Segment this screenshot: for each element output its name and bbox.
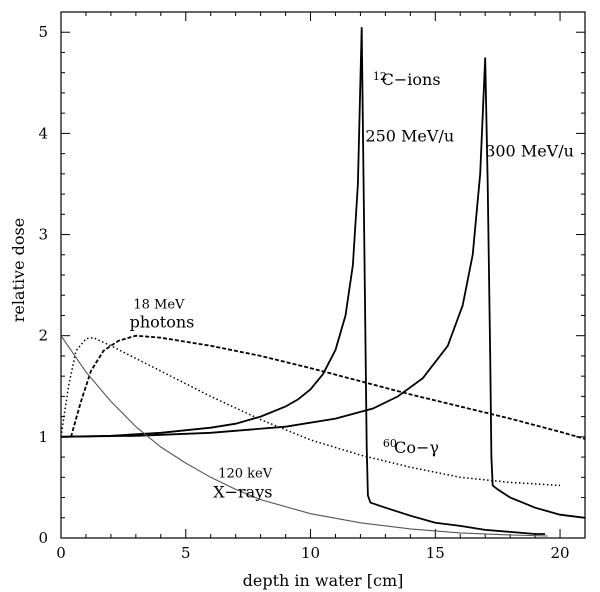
x-tick-label: 15 bbox=[426, 544, 445, 562]
annotation-photons: photons bbox=[130, 313, 195, 332]
plot-frame bbox=[60, 11, 586, 539]
y-tick-label: 2 bbox=[38, 327, 48, 345]
y-tick-label: 1 bbox=[38, 428, 48, 446]
xray-120kev-curve bbox=[60, 335, 548, 537]
annotation-c12-sup: 12 bbox=[373, 70, 387, 83]
y-axis-title: relative dose bbox=[9, 218, 28, 322]
y-tick-label: 3 bbox=[38, 226, 48, 244]
photon-18mev-curve bbox=[70, 334, 586, 440]
carbon-250-curve bbox=[60, 27, 546, 535]
x-axis-title: depth in water [cm] bbox=[243, 571, 404, 590]
y-tick-label: 0 bbox=[38, 529, 48, 547]
annotation-mev18: 18 MeV bbox=[133, 297, 185, 312]
annotation-kev120: 120 keV bbox=[218, 466, 273, 481]
annotation-c12: C−ions bbox=[382, 70, 441, 89]
x-tick-label: 20 bbox=[551, 544, 570, 562]
curves bbox=[60, 27, 586, 537]
y-tick-label: 4 bbox=[38, 124, 48, 142]
carbon-300-curve bbox=[60, 57, 586, 519]
annotation-mev300: 300 MeV/u bbox=[485, 142, 574, 161]
x-tick-label: 10 bbox=[301, 544, 320, 562]
annotation-co: Co−γ bbox=[394, 438, 439, 457]
annotation-xrays: X−rays bbox=[213, 483, 272, 502]
x-tick-label: 5 bbox=[181, 544, 191, 562]
y-tick-label: 5 bbox=[38, 23, 48, 41]
annotation-co-sup: 60 bbox=[383, 437, 397, 450]
x-tick-label: 0 bbox=[56, 544, 66, 562]
annotation-mev250: 250 MeV/u bbox=[365, 126, 454, 145]
cobalt-60-curve bbox=[60, 336, 561, 487]
